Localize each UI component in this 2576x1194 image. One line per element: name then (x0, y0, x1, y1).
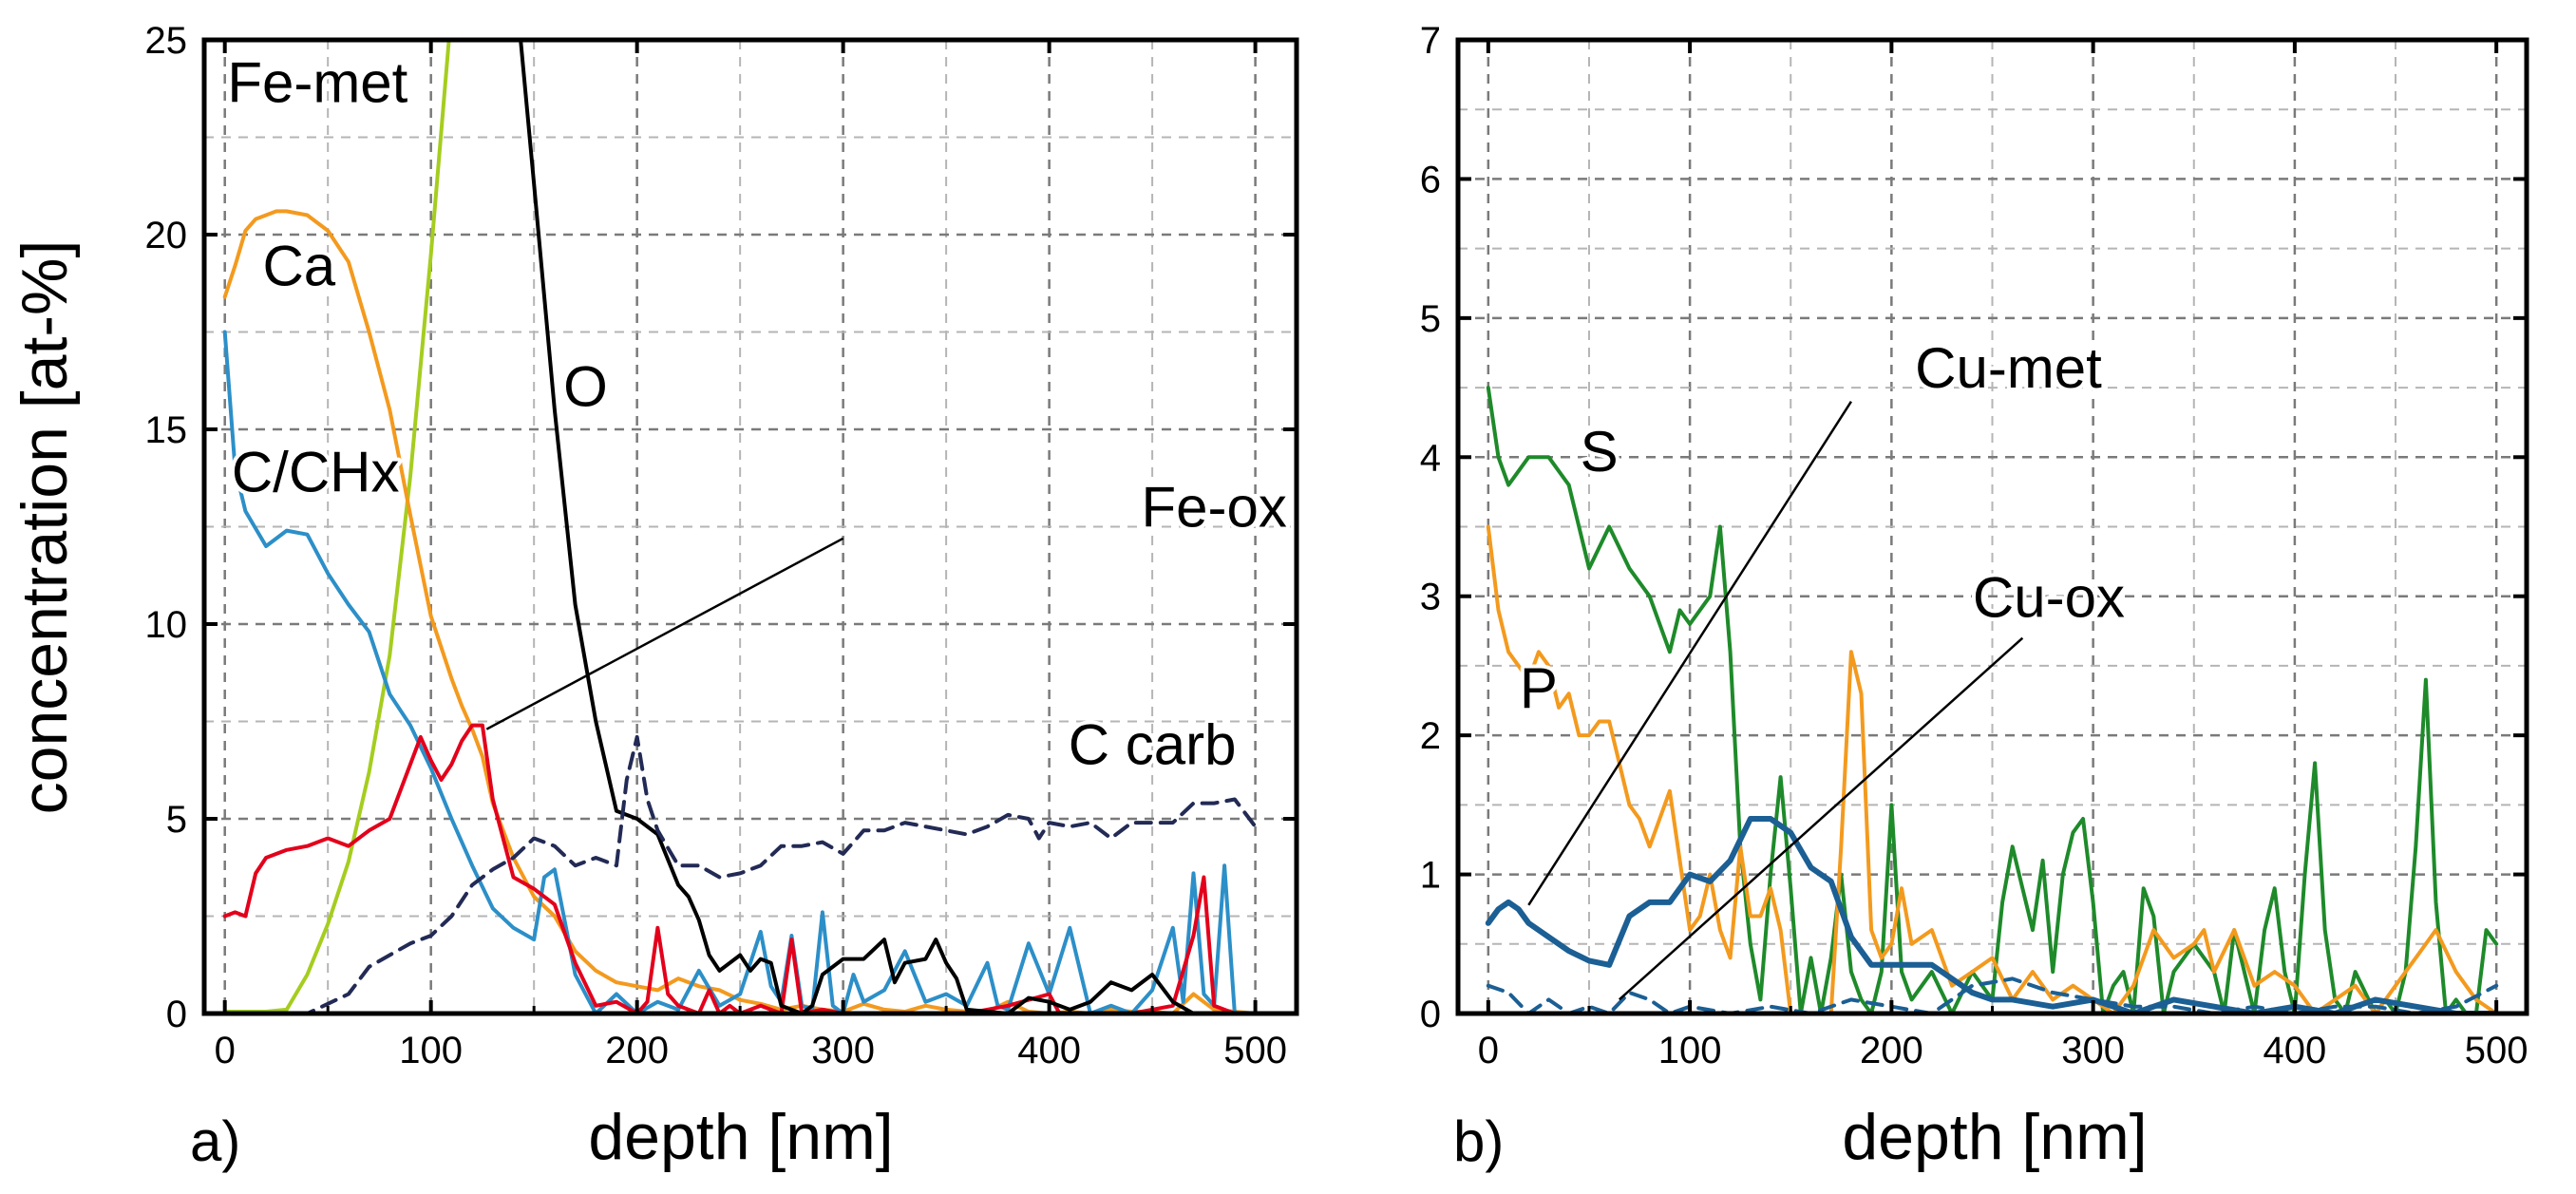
series-line-fe-met (222, 40, 451, 1014)
x-tick-label: 500 (2465, 1030, 2529, 1071)
y-axis-label: concentration [at-%] (9, 240, 81, 815)
x-tick-label: 300 (2061, 1030, 2125, 1071)
series-line-c-carb (222, 734, 1258, 1014)
annotation-p: P (1520, 656, 1558, 720)
x-tick-label: 200 (1860, 1030, 1923, 1071)
leader-line-0 (485, 537, 844, 730)
y-tick-label: 0 (1420, 994, 1441, 1035)
series-line-fe-ox (222, 723, 1258, 1014)
y-tick-label: 2 (1420, 715, 1441, 757)
y-tick-label: 3 (1420, 577, 1441, 618)
series-line-cu-met (1485, 816, 2500, 1014)
x-tick-label: 0 (215, 1030, 236, 1071)
y-tick-label: 5 (1420, 298, 1441, 340)
y-tick-label: 25 (145, 20, 188, 62)
y-tick-label: 5 (166, 799, 187, 841)
x-tick-label: 100 (1658, 1030, 1722, 1071)
x-tick-label: 100 (399, 1030, 463, 1071)
x-tick-label: 400 (2263, 1030, 2327, 1071)
y-tick-label: 0 (166, 994, 187, 1035)
panel-label: b) (1453, 1109, 1504, 1173)
x-tick-label: 200 (605, 1030, 669, 1071)
annotation-fe-met: Fe-met (227, 51, 407, 115)
series-line-p (1486, 524, 2499, 1014)
annotation-cu-ox: Cu-ox (1973, 566, 2125, 630)
annotation-fe-ox: Fe-ox (1142, 476, 1287, 540)
y-tick-label: 1 (1420, 855, 1441, 897)
annotation-cu-met: Cu-met (1915, 336, 2102, 400)
grid (204, 38, 1297, 1015)
y-tick-label: 4 (1420, 437, 1441, 479)
x-tick-label: 500 (1223, 1030, 1287, 1071)
y-tick-label: 7 (1420, 20, 1441, 62)
x-tick-label: 400 (1017, 1030, 1081, 1071)
annotation-c-chx: C/CHx (232, 441, 400, 504)
chart-panel-b: S P Cu-met Cu-ox 0 100 200 300 400 500 0 1 2 3 4 5 6 7 dep… (1420, 20, 2529, 1173)
leader-line-0 (1527, 401, 1852, 906)
x-axis-label: depth [nm] (588, 1101, 893, 1173)
annotation-s: S (1581, 420, 1619, 483)
x-tick-label: 300 (811, 1030, 875, 1071)
y-tick-label: 15 (145, 409, 188, 451)
x-axis-label: depth [nm] (1842, 1101, 2147, 1173)
y-tick-label: 6 (1420, 159, 1441, 200)
annotation-c-carb: C carb (1069, 713, 1237, 777)
grid (1458, 38, 2527, 1015)
panel-label: a) (190, 1109, 240, 1173)
y-tick-label: 20 (145, 215, 188, 256)
leader-line-1 (1618, 636, 2024, 1001)
y-tick-label: 10 (145, 604, 188, 646)
plot-frame (201, 37, 1299, 1016)
x-tick-label: 0 (1478, 1030, 1499, 1071)
annotation-ca: Ca (262, 234, 335, 297)
series-line-c-chx (222, 330, 1237, 1014)
annotation-o: O (563, 354, 608, 418)
